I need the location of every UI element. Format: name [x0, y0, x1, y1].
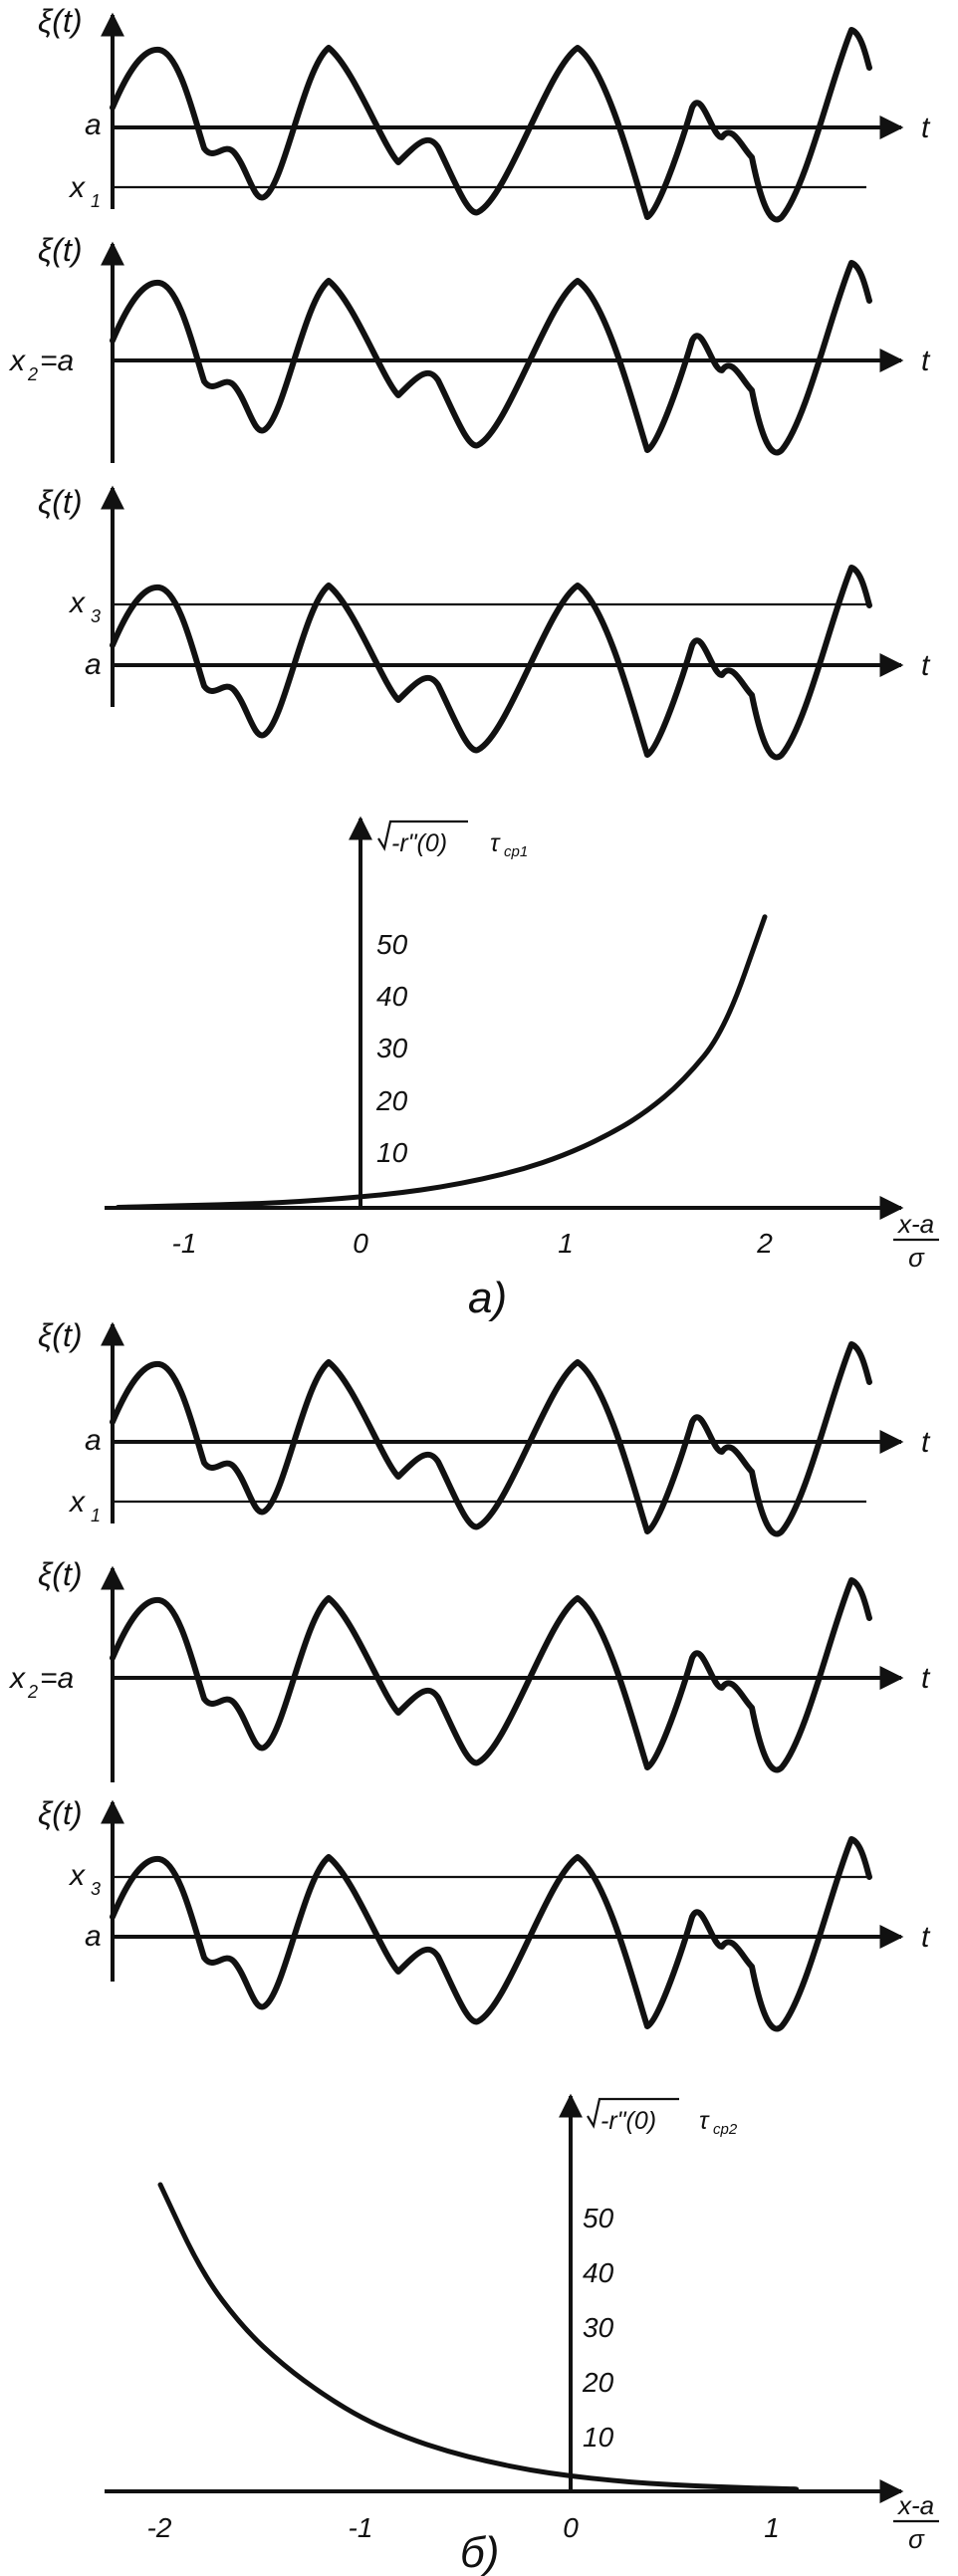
x-axis-title: x-a σ: [893, 1209, 939, 1273]
random-process-curve: [110, 565, 872, 761]
caption-a: а): [468, 1274, 507, 1322]
x-tick-labels: -2 -1 0 1: [147, 2512, 780, 2543]
x-tick-label: -1: [172, 1228, 197, 1259]
y-title-root: -r"(0): [600, 2107, 656, 2135]
x-tick-label: 1: [558, 1228, 574, 1259]
level-label-a: a: [85, 1424, 102, 1457]
y-tick-label: 20: [375, 1085, 408, 1116]
y-tick-label: 20: [582, 2367, 614, 2398]
x-axis-title: x-a σ: [893, 2490, 939, 2554]
y-tick-label: 40: [583, 2257, 614, 2288]
y-title-root: -r"(0): [391, 829, 447, 857]
random-process-curve: [110, 1577, 872, 1773]
y-title-sub: ср1: [504, 843, 528, 860]
y-axis-title: -r"(0) τ ср2: [587, 2097, 738, 2138]
t-axis-label: t: [921, 649, 931, 682]
x-tick-label: -1: [349, 2512, 373, 2543]
level-label-sub: 2: [27, 364, 38, 384]
sqrt-sign: [587, 2097, 679, 2129]
x-title-num: x-a: [896, 1209, 934, 1239]
level-label-a: a: [85, 1920, 102, 1953]
level-label-x: x: [68, 1486, 86, 1519]
y-tick-label: 10: [376, 1137, 408, 1168]
level-label-sub: 2: [27, 1682, 38, 1702]
x-title-den: σ: [908, 2524, 925, 2554]
x-tick-label: 2: [756, 1228, 773, 1259]
level-label-sub: 3: [91, 606, 101, 626]
y-title-sub: ср2: [713, 2121, 738, 2138]
y-tick-label: 10: [583, 2422, 614, 2453]
x-tick-label: 1: [764, 2512, 780, 2543]
y-title-tau: τ: [699, 2107, 710, 2135]
y-tick-label: 50: [376, 929, 408, 960]
random-process-curve: [110, 1341, 872, 1537]
x-tick-label: 0: [563, 2512, 579, 2543]
y-axis-label: ξ(t): [38, 232, 83, 268]
level-label-x: x: [68, 171, 86, 204]
y-axis-title: -r"(0) τ ср1: [377, 820, 528, 860]
random-process-curve: [110, 260, 872, 456]
level-label-eq-a: =a: [40, 1662, 74, 1695]
y-tick-label: 40: [376, 981, 408, 1012]
wave-panel-a3: ξ(t) x 3 a t: [38, 484, 931, 761]
x-tick-label: -2: [147, 2512, 172, 2543]
level-label-x: x: [68, 1859, 86, 1892]
level-label-sub: 1: [91, 191, 101, 211]
t-axis-label: t: [921, 1662, 931, 1695]
level-label-x: x: [8, 1662, 26, 1695]
y-title-tau: τ: [490, 829, 501, 857]
t-axis-label: t: [921, 345, 931, 377]
y-tick-labels: 10 20 30 40 50: [375, 929, 408, 1168]
x-title-den: σ: [908, 1243, 925, 1273]
series-line: [157, 2182, 800, 2492]
level-label-x: x: [68, 586, 86, 619]
level-label-a: a: [85, 109, 102, 141]
wave-panel-a2: ξ(t) x 2 =a t: [8, 232, 931, 463]
y-axis-label: ξ(t): [38, 1556, 83, 1592]
level-label-a: a: [85, 648, 102, 681]
y-axis-label: ξ(t): [38, 1795, 83, 1831]
x-title-num: x-a: [896, 2490, 934, 2520]
y-axis-label: ξ(t): [38, 484, 83, 520]
wave-panel-b1: ξ(t) a x 1 t: [38, 1317, 931, 1537]
t-axis-label: t: [921, 112, 931, 144]
random-process-curve: [110, 1836, 872, 2032]
level-label-sub: 1: [91, 1506, 101, 1525]
y-tick-label: 50: [583, 2203, 614, 2233]
t-axis-label: t: [921, 1921, 931, 1954]
y-tick-label: 30: [376, 1033, 408, 1063]
caption-b: б): [460, 2528, 499, 2576]
wave-panel-b3: ξ(t) x 3 a t: [38, 1795, 931, 2032]
level-label-sub: 3: [91, 1879, 101, 1899]
graph-a: 10 20 30 40 50 -1 0 1 2 -r"(0) τ ср1 x-a…: [105, 816, 939, 1273]
y-tick-labels: 10 20 30 40 50: [582, 2203, 614, 2453]
wave-panel-a1: ξ(t) a x 1 t: [38, 3, 931, 223]
level-label-x: x: [8, 345, 26, 377]
random-process-curve: [110, 27, 872, 223]
t-axis-label: t: [921, 1426, 931, 1459]
y-tick-label: 30: [583, 2312, 614, 2343]
wave-panel-b2: ξ(t) x 2 =a t: [8, 1556, 931, 1782]
graph-b: 10 20 30 40 50 -2 -1 0 1 -r"(0) τ ср2 x-…: [105, 2093, 939, 2554]
sqrt-sign: [377, 820, 468, 851]
series-line: [115, 914, 768, 1210]
x-tick-labels: -1 0 1 2: [172, 1228, 774, 1259]
y-axis-label: ξ(t): [38, 1317, 83, 1353]
level-label-eq-a: =a: [40, 345, 74, 377]
y-axis-label: ξ(t): [38, 3, 83, 39]
x-tick-label: 0: [353, 1228, 368, 1259]
